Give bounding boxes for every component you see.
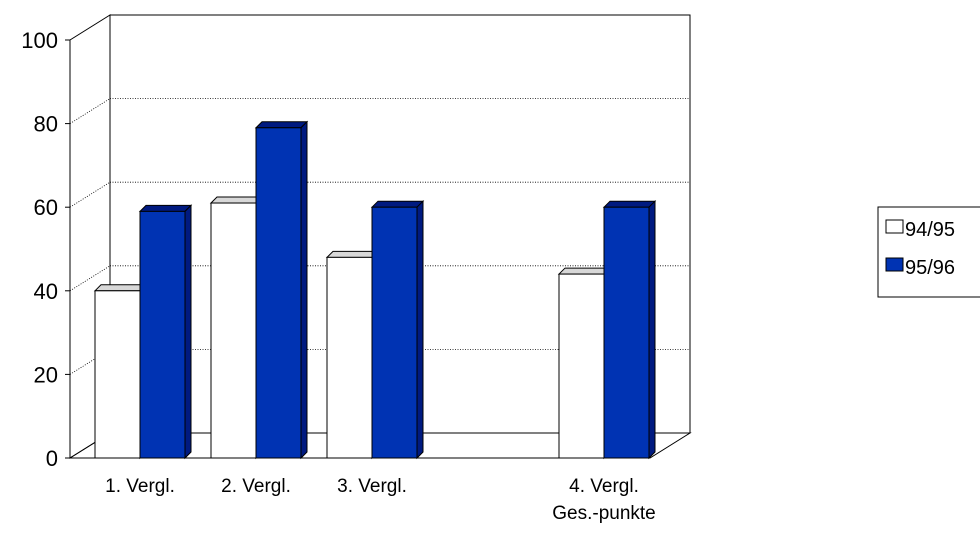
legend-swatch (885, 257, 904, 272)
bar (255, 127, 302, 459)
gridline-side (69, 349, 111, 375)
y-tick-label: 60 (34, 195, 58, 220)
bar-top (93, 284, 148, 292)
y-tick-label: 40 (34, 279, 58, 304)
gridline-side (69, 265, 111, 292)
legend-label: 94/95 (905, 219, 955, 241)
gridline-side (69, 98, 111, 124)
bar (94, 290, 141, 459)
bars-layer (93, 120, 657, 460)
bar-top (325, 250, 380, 258)
bar-side (416, 199, 424, 460)
bar-top (557, 267, 612, 275)
x-axis-ticks: 1. Vergl. 2. Vergl. 3. Vergl. 4. Vergl. Ges.… (105, 476, 656, 524)
x-tick-label: 1. Vergl. (105, 476, 175, 497)
bar-side (648, 199, 656, 460)
bar (210, 202, 257, 459)
y-axis-ticks: 0 20 40 60 80 100 (21, 28, 70, 471)
bar (139, 210, 186, 459)
bar (371, 206, 418, 459)
y-tick-label: 80 (34, 112, 58, 137)
bar-top (138, 204, 193, 212)
bar (326, 256, 373, 459)
bar-top (209, 196, 264, 204)
x-tick-label: Ges.-punkte (552, 503, 656, 524)
bar-top (602, 200, 657, 208)
gridline-side (69, 181, 111, 208)
y-tick-label: 100 (21, 28, 58, 53)
x-tick-label: 3. Vergl. (337, 476, 407, 497)
bar-top (254, 121, 309, 129)
bar-top (370, 200, 425, 208)
x-tick-label: 2. Vergl. (221, 476, 291, 497)
x-tick-label: 4. Vergl. (569, 476, 639, 497)
legend: 94/95 95/96 (877, 206, 980, 298)
bar-side (300, 120, 308, 460)
y-tick-label: 0 (46, 446, 58, 471)
bar-side (184, 204, 192, 460)
floor (68, 432, 692, 459)
y-tick-label: 20 (34, 362, 58, 387)
bar (558, 273, 605, 459)
legend-swatch (885, 219, 904, 234)
bar (603, 206, 650, 459)
legend-label: 95/96 (905, 257, 955, 279)
